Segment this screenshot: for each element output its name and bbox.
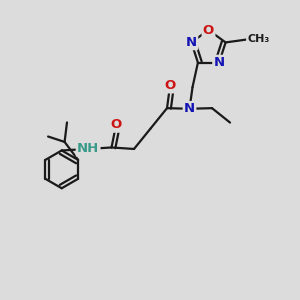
Text: N: N <box>214 56 225 69</box>
Text: O: O <box>203 23 214 37</box>
Text: N: N <box>186 36 197 49</box>
Text: O: O <box>110 118 122 131</box>
Text: NH: NH <box>77 142 99 155</box>
Text: CH₃: CH₃ <box>247 34 269 44</box>
Text: O: O <box>164 79 175 92</box>
Text: N: N <box>184 102 195 115</box>
